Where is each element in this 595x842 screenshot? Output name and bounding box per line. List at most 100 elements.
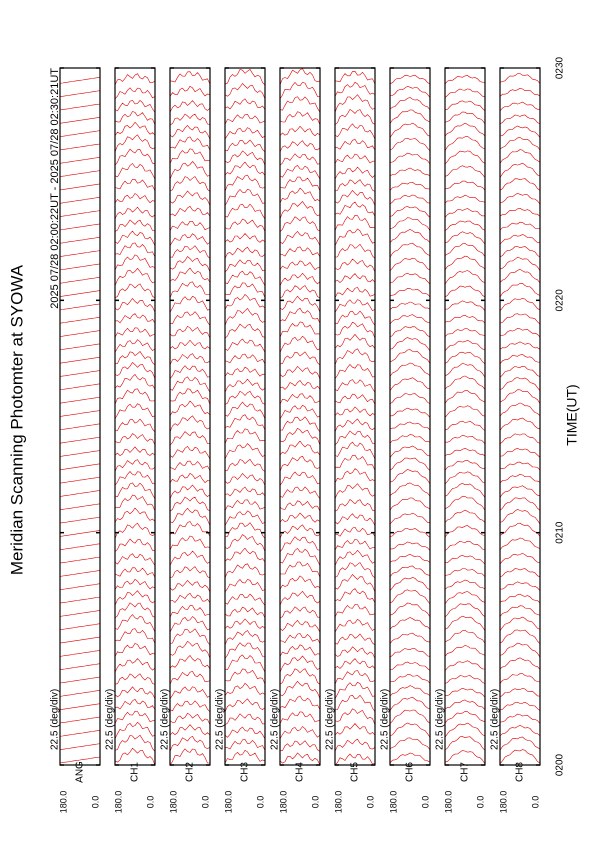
scan-curve — [59, 756, 101, 764]
scan-curve — [224, 682, 266, 696]
scan-curve — [334, 681, 376, 699]
scan-curve — [444, 629, 486, 644]
scan-curve — [444, 749, 486, 765]
scan-curve — [279, 295, 321, 313]
scan-curve — [499, 246, 541, 258]
scan-curve — [279, 404, 321, 420]
scan-curve — [499, 402, 541, 417]
scan-curve — [59, 223, 101, 231]
scan-curve — [59, 636, 101, 644]
scan-curve — [114, 403, 156, 420]
scan-curve — [444, 509, 486, 523]
scan-curve — [279, 644, 321, 657]
scan-curve — [59, 90, 101, 97]
scan-curve — [114, 193, 156, 204]
scan-curve — [59, 130, 101, 137]
scan-curve — [59, 730, 101, 737]
scan-curve — [389, 565, 431, 578]
scan-curve — [169, 245, 211, 259]
scan-curve — [444, 699, 486, 710]
scan-curve — [279, 230, 321, 246]
scan-curve — [389, 553, 431, 563]
scan-curve — [59, 197, 101, 204]
scan-curve — [169, 71, 211, 85]
scan-curve — [224, 630, 266, 646]
scan-curve — [444, 180, 486, 191]
scan-curve — [389, 661, 431, 671]
scan-curve — [445, 554, 486, 565]
scan-curve — [334, 166, 376, 180]
scan-curve — [444, 88, 486, 98]
scan-curve — [334, 179, 376, 192]
scan-curve — [389, 301, 431, 310]
scan-curve — [334, 406, 376, 417]
scan-curve — [445, 434, 486, 445]
scan-curve — [114, 433, 156, 446]
scan-curve — [444, 495, 486, 511]
scan-curve — [224, 113, 266, 125]
scan-curve — [114, 471, 156, 486]
scan-curve — [169, 605, 211, 618]
axis-top-label: 180.0 — [498, 791, 508, 814]
scan-curve — [114, 230, 156, 246]
scan-curve — [389, 393, 431, 404]
scan-curve — [279, 455, 321, 472]
scan-curve — [444, 255, 486, 271]
scan-curve — [59, 343, 101, 351]
scan-curve — [59, 410, 101, 417]
scan-curve — [499, 341, 541, 350]
scan-curve — [334, 81, 376, 97]
scan-curve — [59, 450, 101, 457]
scan-curve — [389, 457, 431, 471]
scan-curve — [169, 748, 210, 766]
scan-curve — [224, 378, 266, 393]
scan-curve — [169, 507, 211, 526]
scan-curve — [444, 351, 486, 365]
scan-curve — [169, 325, 211, 339]
scan-curve — [279, 524, 321, 539]
panel-frame — [114, 67, 156, 766]
scan-curve — [59, 210, 101, 217]
axis-top-label: 180.0 — [58, 791, 68, 814]
scan-curve — [59, 143, 101, 151]
scan-curve — [389, 722, 431, 738]
scan-curve — [169, 190, 211, 206]
scan-curve — [279, 365, 321, 379]
scan-curve — [169, 161, 211, 180]
x-tick-label: 0210 — [555, 521, 566, 544]
scan-curve — [499, 125, 541, 138]
scan-curve — [59, 436, 101, 444]
scan-curve — [499, 282, 541, 298]
scan-curve — [169, 415, 211, 433]
scan-curve — [389, 74, 431, 85]
scan-curve — [444, 314, 486, 324]
scan-curve — [499, 593, 541, 604]
scan-curve — [224, 390, 266, 405]
scan-curve — [389, 512, 431, 525]
scan-curve — [114, 602, 156, 619]
panel-frame — [279, 67, 321, 766]
scan-curve — [224, 338, 266, 353]
scan-curve — [114, 710, 156, 724]
scan-curve — [59, 290, 101, 297]
scan-curve — [334, 526, 376, 537]
scan-curve — [114, 313, 156, 324]
scan-curve — [59, 676, 101, 684]
scan-curve — [444, 645, 486, 657]
scan-curve — [114, 507, 156, 523]
scan-curve — [169, 686, 211, 699]
scan-curve — [279, 187, 321, 204]
scan-curve — [59, 583, 101, 590]
scan-curve — [444, 111, 486, 125]
scan-curve — [224, 443, 266, 460]
scale-label: 22.5 (deg/div) — [490, 689, 501, 750]
scan-curve — [444, 711, 486, 724]
scan-curve — [169, 256, 211, 273]
scan-curve — [59, 183, 101, 191]
scan-curve — [499, 114, 541, 125]
scan-curve — [224, 308, 266, 326]
scan-curve — [389, 469, 431, 485]
scan-curve — [499, 234, 541, 245]
scan-curve — [224, 174, 266, 192]
scan-curve — [59, 650, 101, 657]
